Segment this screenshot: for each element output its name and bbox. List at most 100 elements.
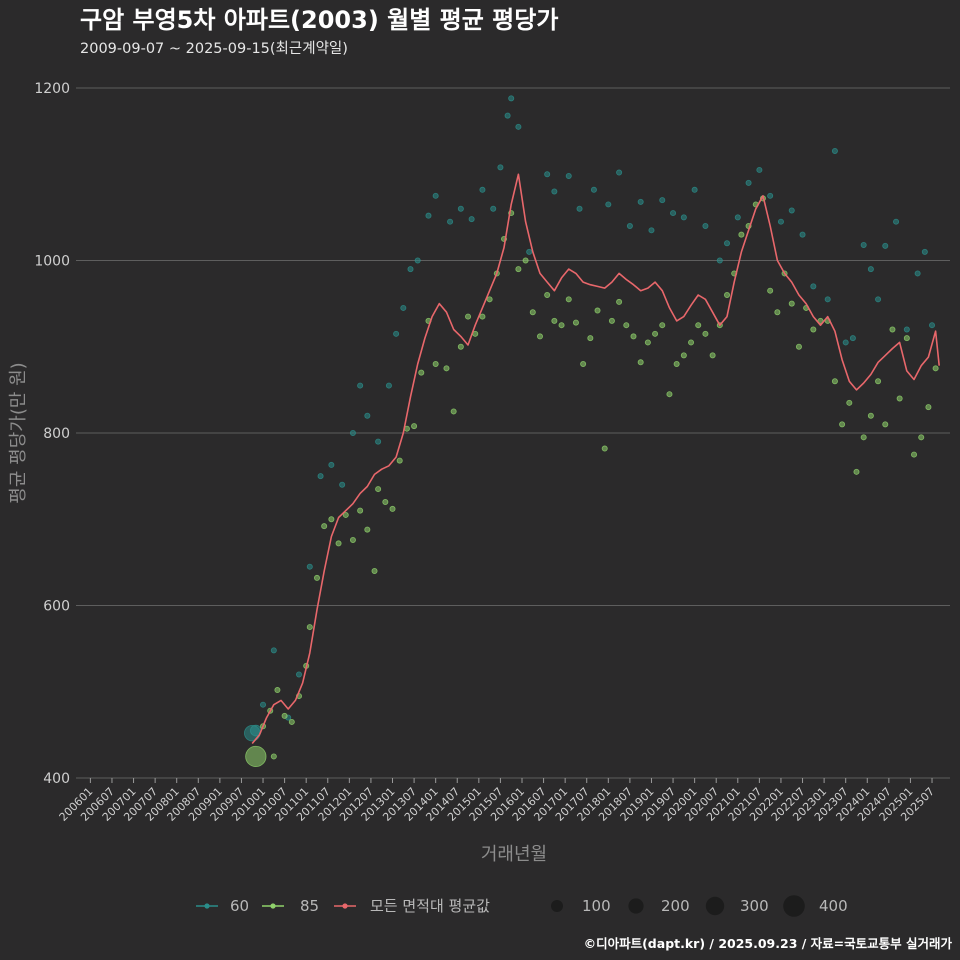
series-85-point [666, 391, 673, 398]
series-60-point [691, 186, 698, 193]
series-85-point [702, 330, 709, 337]
series-85-point [457, 343, 464, 350]
legend-size-circle-100 [551, 900, 563, 912]
series-60-point [457, 205, 464, 212]
legend-size-circle-200 [628, 898, 644, 914]
series-60-point [659, 197, 666, 204]
series-85-point [932, 365, 939, 372]
legend-size-label-400: 400 [819, 897, 848, 915]
series-85-point [443, 365, 450, 372]
series-85-point [465, 313, 472, 320]
source-caption: ©디아파트(dapt.kr) / 2025.09.23 / 자료=국토교통부 실… [584, 936, 953, 951]
series-85-point [551, 317, 558, 324]
series-85-point [774, 309, 781, 316]
series-85-point [572, 319, 579, 326]
average-line-path [251, 173, 940, 745]
series-60-points [244, 95, 936, 742]
series-85-point [587, 335, 594, 342]
series-85-point [630, 333, 637, 340]
series-85-point [623, 322, 630, 329]
series-60-point [777, 218, 784, 225]
y-tick-label: 1000 [34, 254, 70, 270]
series-85-point [709, 352, 716, 359]
y-tick-label: 600 [43, 599, 70, 615]
series-60-point [903, 326, 910, 333]
series-85-point [335, 540, 342, 547]
series-85-point [522, 257, 529, 264]
y-gridlines [76, 87, 950, 779]
series-85-point [882, 421, 889, 428]
series-85-point [875, 378, 882, 385]
series-60-point [831, 147, 838, 154]
series-60-point [504, 112, 511, 119]
series-85-point [486, 296, 493, 303]
y-axis-title: 평균 평당가(만 원) [8, 362, 29, 503]
series-85-point [411, 423, 418, 430]
legend-size-label-300: 300 [740, 897, 769, 915]
series-85-point [911, 451, 918, 458]
series-60-point [637, 198, 644, 205]
series-85-point [673, 360, 680, 367]
series-60-point [724, 240, 731, 247]
series-85-point [565, 296, 572, 303]
series-85-point [860, 434, 867, 441]
series-85-point [608, 317, 615, 324]
series-85-point [544, 291, 551, 298]
series-85-point [831, 378, 838, 385]
series-60-point [921, 248, 928, 255]
series-85-point [349, 536, 356, 543]
series-60-point [306, 563, 313, 570]
series-85-point [788, 300, 795, 307]
series-85-point [839, 421, 846, 428]
series-85-point [371, 568, 378, 575]
series-85-point [558, 322, 565, 329]
series-60-point [702, 222, 709, 229]
series-85-point [515, 266, 522, 273]
series-60-point [788, 207, 795, 214]
legend-dot-1 [270, 903, 276, 909]
series-60-point [734, 214, 741, 221]
y-axis-tick-labels: 400 600 800 1000 1200 [34, 81, 70, 787]
series-60-point [349, 429, 356, 436]
x-axis-ticks: 2006012006072007012007072008012008072009… [57, 778, 937, 824]
series-60-point [867, 266, 874, 273]
series-85-point [450, 408, 457, 415]
legend-size-circle-400 [783, 895, 805, 917]
series-85-point [903, 335, 910, 342]
series-85-point [846, 399, 853, 406]
series-60-point [590, 186, 597, 193]
series-60-point [893, 218, 900, 225]
series-85-point [389, 505, 396, 512]
legend-size-label-200: 200 [661, 897, 690, 915]
series-60-point [914, 270, 921, 277]
series-85-point [418, 369, 425, 376]
series-85-point [328, 516, 335, 523]
series-60-point [544, 171, 551, 178]
series-85-point [321, 523, 328, 530]
series-85-point [767, 287, 774, 294]
series-60-point [576, 205, 583, 212]
series-85-point [342, 511, 349, 518]
series-85-point [810, 326, 817, 333]
series-60-point [842, 339, 849, 346]
series-60-point [670, 210, 677, 217]
series-85-point [580, 360, 587, 367]
series-85-point [274, 687, 281, 694]
series-60-point [745, 179, 752, 186]
series-85-point [270, 753, 277, 760]
series-60-point [432, 192, 439, 199]
series-85-point [695, 322, 702, 329]
series-85-point [680, 352, 687, 359]
series-60-point [799, 231, 806, 238]
series-60-point [328, 461, 335, 468]
series-85-point [867, 412, 874, 419]
legend-label-2: 모든 면적대 평균값 [370, 897, 490, 915]
series-60-point [425, 212, 432, 219]
series-85-point [245, 745, 267, 768]
y-tick-label: 800 [43, 426, 70, 442]
series-60-point [400, 304, 407, 311]
series-85-point [659, 322, 666, 329]
series-60-point [270, 647, 277, 654]
series-60-point [849, 335, 856, 342]
